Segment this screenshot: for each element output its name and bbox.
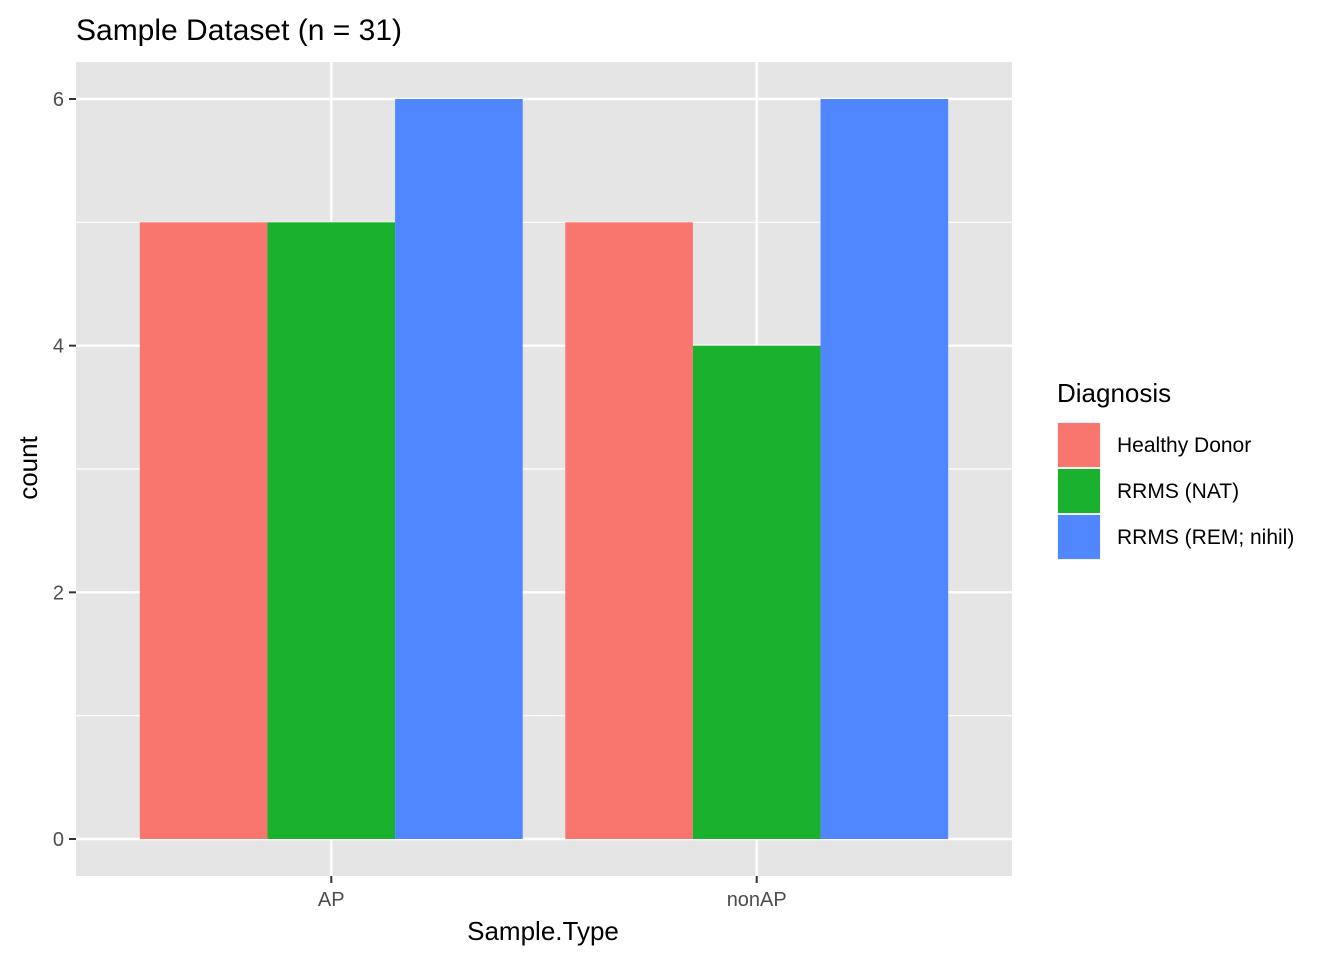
y-tick-label: 2: [53, 582, 64, 604]
bar: [692, 345, 821, 839]
x-axis-title: Sample.Type: [467, 916, 619, 946]
legend-swatch: [1058, 423, 1100, 467]
x-tick-label: AP: [318, 889, 345, 911]
y-tick-label: 0: [53, 829, 64, 851]
legend-swatch: [1058, 469, 1100, 513]
x-axis: AP nonAP: [318, 876, 787, 911]
y-tick-label: 4: [53, 336, 64, 358]
legend-label: Healthy Donor: [1117, 434, 1251, 457]
legend-label: RRMS (REM; nihil): [1117, 526, 1294, 549]
legend-title: Diagnosis: [1057, 378, 1171, 408]
bar: [820, 99, 949, 839]
bar: [139, 222, 268, 840]
bar: [565, 222, 693, 840]
legend: Diagnosis Healthy Donor RRMS (NAT) RRMS (R…: [1057, 378, 1294, 560]
y-tick-label: 6: [53, 89, 64, 111]
y-axis-title: count: [13, 435, 43, 499]
bars: [139, 99, 949, 840]
legend-swatch: [1058, 515, 1100, 559]
bar: [267, 222, 396, 840]
y-axis: 0 2 4 6: [53, 89, 76, 851]
legend-label: RRMS (NAT): [1117, 480, 1239, 503]
x-tick-label: nonAP: [727, 889, 787, 911]
bar: [395, 99, 523, 839]
chart-title: Sample Dataset (n = 31): [76, 14, 402, 47]
